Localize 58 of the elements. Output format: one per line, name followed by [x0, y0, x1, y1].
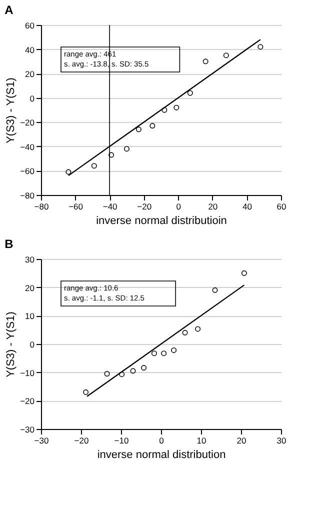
x-tick-label: −40 — [102, 202, 118, 212]
y-tick-label: 0 — [30, 93, 35, 104]
y-tick-label: −40 — [20, 142, 35, 152]
x-tick-label: −10 — [114, 436, 129, 446]
point — [119, 372, 125, 378]
point — [91, 163, 97, 169]
point — [195, 326, 201, 332]
x-tick-label: 0 — [176, 202, 182, 212]
chart-title: A — [4, 3, 14, 17]
x-axis-title: inverse normal distribution — [97, 449, 226, 461]
point — [258, 44, 264, 50]
y-tick-label: 10 — [25, 311, 35, 322]
x-tick-label: 10 — [196, 436, 206, 446]
x-tick-label: 20 — [236, 436, 246, 446]
point — [66, 169, 72, 175]
point — [161, 350, 167, 356]
y-tick-label: −80 — [20, 190, 35, 200]
y-tick-label: 30 — [25, 254, 35, 264]
x-tick-label: 0 — [159, 436, 164, 446]
x-tick-label: −60 — [68, 202, 84, 212]
point — [151, 350, 157, 356]
point — [124, 146, 130, 152]
point — [130, 368, 136, 374]
point — [162, 107, 168, 113]
point — [141, 365, 147, 371]
y-tick-label: −60 — [20, 166, 35, 176]
point — [174, 104, 180, 110]
chart-title: B — [4, 237, 14, 251]
point — [108, 152, 114, 158]
y-axis-title: Y(S3) - Y(S1) — [5, 312, 18, 378]
x-tick-label: 20 — [208, 202, 218, 212]
x-axis-title: inverse normal distributioin — [96, 215, 227, 227]
point — [136, 126, 142, 132]
x-tick-label: 30 — [276, 436, 286, 446]
x-tick-label: 60 — [276, 202, 286, 212]
x-tick-label: −20 — [137, 202, 152, 212]
point — [241, 270, 247, 276]
y-tick-label: 20 — [25, 69, 35, 80]
point — [104, 371, 110, 376]
y-tick-label: −10 — [20, 368, 35, 378]
point — [150, 123, 156, 129]
x-tick-label: 40 — [242, 202, 252, 212]
point — [223, 52, 229, 58]
point — [182, 330, 188, 336]
y-tick-label: 40 — [25, 44, 35, 55]
y-tick-label: −20 — [20, 118, 35, 128]
point — [171, 347, 177, 353]
y-tick-label: −30 — [20, 424, 35, 434]
y-axis-title: Y(S3) - Y(S1) — [5, 78, 18, 144]
y-tick-label: 20 — [25, 282, 35, 293]
y-tick-label: −20 — [20, 396, 35, 406]
point — [202, 58, 208, 64]
point — [212, 287, 218, 293]
point — [83, 389, 89, 395]
point — [187, 90, 193, 96]
y-tick-label: 0 — [30, 340, 35, 350]
x-tick-label: −20 — [74, 436, 89, 446]
y-tick-label: 60 — [25, 20, 35, 30]
